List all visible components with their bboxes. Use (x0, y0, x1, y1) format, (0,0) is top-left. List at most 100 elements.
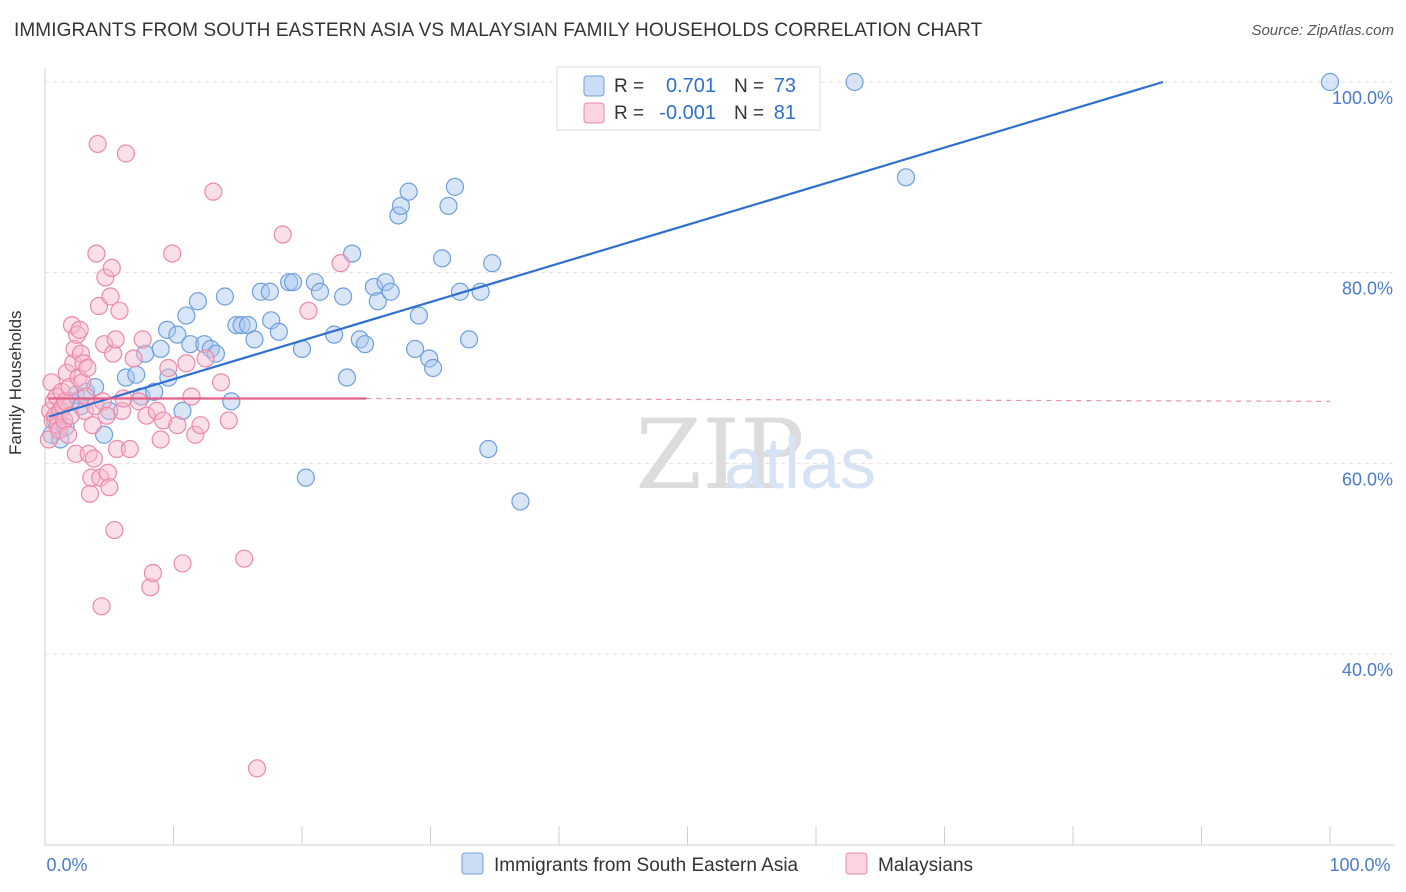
pink-point (106, 330, 125, 349)
blue-point (188, 292, 208, 311)
y-tick-label: 60.0% (1342, 469, 1393, 489)
legend-n-value-2: 81 (774, 102, 796, 124)
grid-layer (45, 81, 1395, 655)
legend-swatch-blue (583, 75, 605, 97)
blue-point (511, 492, 530, 511)
pink-point (133, 330, 152, 349)
pink-point (97, 406, 116, 425)
pink-point (87, 244, 106, 263)
blue-point (157, 320, 177, 339)
watermark-atlas: atlas (724, 424, 876, 504)
pink-point (159, 358, 178, 378)
x-tick-label: 100.0% (1329, 855, 1390, 875)
blue-point (364, 277, 384, 297)
pink-point (219, 411, 238, 430)
pink-point (100, 478, 119, 497)
pink-point (163, 244, 182, 263)
blue-point (483, 254, 502, 273)
correlation-legend: R = 0.701 N = 73 R = -0.001 N = 81 (556, 66, 821, 131)
blue-point (77, 382, 96, 401)
pink-point (116, 144, 136, 163)
legend-n-label-1: N = (734, 76, 764, 97)
pink-point (143, 563, 163, 583)
x-tick-label: 0.0% (46, 855, 87, 875)
blue-point (173, 401, 192, 420)
y-tick-label: 40.0% (1342, 660, 1393, 680)
blue-point (334, 287, 353, 306)
blue-point (337, 368, 357, 387)
blue-point (206, 344, 226, 363)
blue-point (405, 339, 425, 359)
blue-point (439, 196, 458, 216)
pink-point (80, 484, 100, 503)
series-legend-swatch-pink (845, 852, 868, 875)
blue-point (269, 322, 288, 341)
pink-point (151, 430, 170, 449)
pink-point (129, 392, 148, 411)
pink-trend-extension (366, 397, 1331, 402)
pink-point (124, 349, 143, 368)
legend-n-value-1: 73 (774, 75, 796, 97)
blue-point (151, 339, 170, 359)
pink-point (177, 354, 196, 373)
pink-point (182, 387, 201, 406)
pink-point (247, 759, 267, 778)
blue-point (283, 273, 303, 292)
pink-point (107, 439, 127, 459)
blue-point (127, 365, 146, 384)
pink-point (68, 325, 87, 344)
series-legend: Immigrants from South Eastern Asia Malay… (461, 852, 973, 876)
blue-point (145, 382, 164, 401)
pink-point (56, 392, 75, 411)
legend-r-label-1: R = (614, 76, 644, 97)
blue-point (296, 468, 315, 487)
pink-point (204, 182, 223, 201)
blue-point (381, 282, 400, 301)
blue-point (215, 287, 234, 306)
pink-point (196, 349, 215, 368)
pink-point (78, 358, 97, 378)
blue-point (1320, 72, 1340, 92)
pink-point (98, 463, 118, 482)
y-tick-label: 80.0% (1342, 279, 1393, 299)
blue-point (845, 72, 864, 92)
pink-point (235, 549, 254, 568)
pink-point (137, 406, 156, 425)
pink-point (331, 254, 350, 273)
series-legend-swatch-blue (461, 852, 484, 875)
pink-point (120, 439, 139, 459)
blue-point (368, 292, 387, 311)
blue-point (355, 335, 375, 354)
pink-point (73, 373, 92, 392)
pink-point (64, 354, 83, 373)
pink-point (104, 344, 123, 363)
blue-point (399, 182, 418, 201)
chart-source: Source: ZipAtlas.com (1251, 22, 1394, 39)
legend-swatch-pink (583, 102, 605, 124)
blue-point (245, 330, 264, 349)
legend-r-value-2: -0.001 (659, 102, 716, 124)
pink-point (105, 520, 124, 540)
blue-point (232, 316, 251, 335)
chart-title: IMMIGRANTS FROM SOUTH EASTERN ASIA VS MA… (14, 20, 983, 41)
pink-point (92, 597, 111, 616)
watermark-zip: ZIP (635, 399, 804, 511)
blue-point (305, 273, 324, 292)
pink-point (59, 425, 78, 444)
blue-point (432, 249, 452, 268)
pink-point (84, 449, 103, 468)
axis-layer: 40.0% 60.0% 80.0% 100.0% 0.0% 100.0% (44, 68, 1395, 875)
blue-point (177, 306, 196, 325)
blue-point (479, 439, 498, 459)
pink-point (50, 420, 69, 440)
blue-point (100, 401, 119, 420)
pink-point (191, 416, 210, 435)
pink-point (96, 268, 115, 287)
blue-point (376, 273, 395, 292)
trend-layer (48, 80, 1331, 418)
pink-point (211, 373, 231, 392)
pink-point (154, 411, 173, 430)
pink-point (70, 320, 89, 339)
blue-point (222, 392, 241, 411)
